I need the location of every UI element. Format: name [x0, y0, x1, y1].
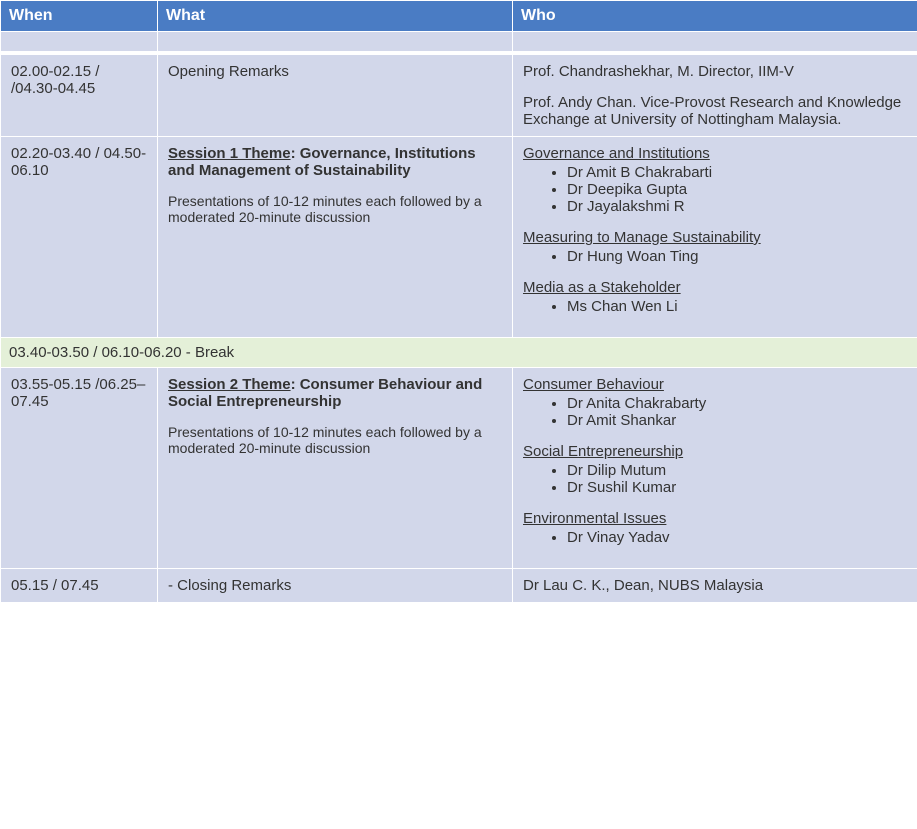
who-group: Social Entrepreneurship Dr Dilip Mutum D… [523, 443, 907, 496]
who-group-head: Environmental Issues [523, 510, 907, 527]
who-item: Dr Amit Shankar [567, 412, 907, 429]
table-header-row: When What Who [1, 1, 917, 32]
who-list: Dr Hung Woan Ting [523, 248, 907, 265]
session-description: Presentations of 10-12 minutes each foll… [168, 424, 502, 456]
cell-when: 05.15 / 07.45 [1, 569, 158, 603]
who-group-head: Measuring to Manage Sustainability [523, 229, 907, 246]
cell-what: - Closing Remarks [158, 569, 513, 603]
cell-when: 02.00-02.15 / /04.30-04.45 [1, 55, 158, 137]
cell-who: Prof. Chandrashekhar, M. Director, IIM-V… [513, 55, 917, 137]
who-paragraph: Prof. Andy Chan. Vice-Provost Research a… [523, 94, 907, 128]
who-group-head: Media as a Stakeholder [523, 279, 907, 296]
table-row: 03.55-05.15 /06.25–07.45 Session 2 Theme… [1, 368, 917, 569]
session-title: Session 1 Theme: Governance, Institution… [168, 145, 502, 179]
col-header-when: When [1, 1, 158, 32]
session-title: Session 2 Theme: Consumer Behaviour and … [168, 376, 502, 410]
who-item: Dr Anita Chakrabarty [567, 395, 907, 412]
who-group-head: Governance and Institutions [523, 145, 907, 162]
cell-what: Session 2 Theme: Consumer Behaviour and … [158, 368, 513, 569]
who-group: Consumer Behaviour Dr Anita Chakrabarty … [523, 376, 907, 429]
who-group: Environmental Issues Dr Vinay Yadav [523, 510, 907, 546]
who-item: Dr Amit B Chakrabarti [567, 164, 907, 181]
session-description: Presentations of 10-12 minutes each foll… [168, 193, 502, 225]
who-item: Dr Hung Woan Ting [567, 248, 907, 265]
break-row: 03.40-03.50 / 06.10-06.20 - Break [1, 338, 917, 368]
col-header-who: Who [513, 1, 917, 32]
cell-when: 03.55-05.15 /06.25–07.45 [1, 368, 158, 569]
who-paragraph: Prof. Chandrashekhar, M. Director, IIM-V [523, 63, 907, 80]
cell-when: 02.20-03.40 / 04.50-06.10 [1, 137, 158, 338]
cell-who: Governance and Institutions Dr Amit B Ch… [513, 137, 917, 338]
who-list: Dr Amit B Chakrabarti Dr Deepika Gupta D… [523, 164, 907, 215]
col-header-what: What [158, 1, 513, 32]
break-cell: 03.40-03.50 / 06.10-06.20 - Break [1, 338, 917, 368]
who-group: Measuring to Manage Sustainability Dr Hu… [523, 229, 907, 265]
cell-who: Consumer Behaviour Dr Anita Chakrabarty … [513, 368, 917, 569]
cell-what: Session 1 Theme: Governance, Institution… [158, 137, 513, 338]
table-row: 02.20-03.40 / 04.50-06.10 Session 1 Them… [1, 137, 917, 338]
cell-who: Dr Lau C. K., Dean, NUBS Malaysia [513, 569, 917, 603]
cell-what: Opening Remarks [158, 55, 513, 137]
who-group: Governance and Institutions Dr Amit B Ch… [523, 145, 907, 215]
who-item: Dr Jayalakshmi R [567, 198, 907, 215]
who-group-head: Consumer Behaviour [523, 376, 907, 393]
spacer-row [1, 32, 917, 52]
who-list: Ms Chan Wen Li [523, 298, 907, 315]
session-theme-label: Session 2 Theme [168, 376, 291, 393]
who-item: Dr Dilip Mutum [567, 462, 907, 479]
who-list: Dr Vinay Yadav [523, 529, 907, 546]
table-row: 05.15 / 07.45 - Closing Remarks Dr Lau C… [1, 569, 917, 603]
who-item: Dr Vinay Yadav [567, 529, 907, 546]
who-item: Dr Deepika Gupta [567, 181, 907, 198]
table-row: 02.00-02.15 / /04.30-04.45 Opening Remar… [1, 55, 917, 137]
who-item: Dr Sushil Kumar [567, 479, 907, 496]
schedule-table: When What Who 02.00-02.15 / /04.30-04.45… [0, 0, 917, 603]
session-theme-label: Session 1 Theme [168, 145, 291, 162]
who-list: Dr Anita Chakrabarty Dr Amit Shankar [523, 395, 907, 429]
who-list: Dr Dilip Mutum Dr Sushil Kumar [523, 462, 907, 496]
who-group: Media as a Stakeholder Ms Chan Wen Li [523, 279, 907, 315]
who-group-head: Social Entrepreneurship [523, 443, 907, 460]
who-item: Ms Chan Wen Li [567, 298, 907, 315]
